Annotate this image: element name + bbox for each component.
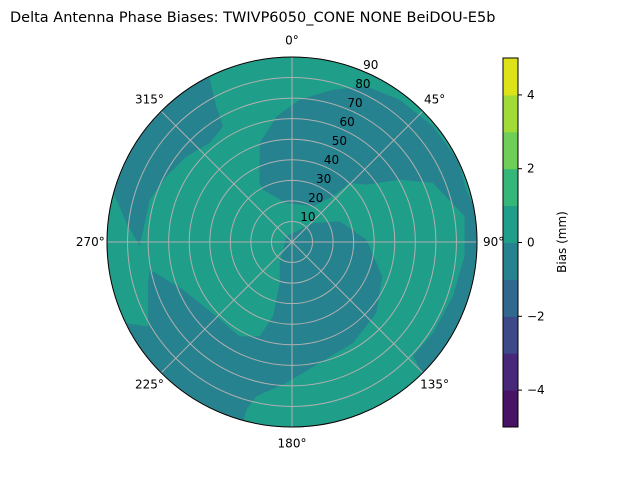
r-tick-label: 40 xyxy=(324,153,339,167)
colorbar-tick-label: 0 xyxy=(527,236,535,250)
angular-gridline xyxy=(160,110,293,243)
colorbar-tick-label: −2 xyxy=(527,309,545,323)
r-tick-label: 80 xyxy=(355,77,370,91)
colorbar: −4 −2 0 2 4 xyxy=(502,57,545,428)
colorbar-segment xyxy=(503,390,518,428)
chart-title: Delta Antenna Phase Biases: TWIVP6050_CO… xyxy=(10,10,495,26)
r-tick-label: 70 xyxy=(347,96,362,110)
r-tick-label: 10 xyxy=(300,210,315,224)
theta-tick-label: 135° xyxy=(420,378,449,392)
r-tick-label: 60 xyxy=(340,115,355,129)
theta-tick-label: 45° xyxy=(424,92,445,106)
r-tick-label: 50 xyxy=(332,134,347,148)
colorbar-label: Bias (mm) xyxy=(555,211,569,273)
colorbar-segment xyxy=(503,205,518,243)
colorbar-tick-label: 4 xyxy=(527,88,535,102)
theta-tick-label: 225° xyxy=(135,378,164,392)
colorbar-segment xyxy=(503,94,518,133)
r-tick-label: 30 xyxy=(316,172,331,186)
theta-tick-label: 0° xyxy=(285,33,299,47)
contour-region-0 xyxy=(259,86,477,382)
contour-region-1 xyxy=(113,221,383,427)
colorbar-segment xyxy=(503,242,518,280)
angular-gridline xyxy=(291,110,424,243)
theta-tick-label: 270° xyxy=(76,235,105,249)
colorbar-segment xyxy=(503,353,518,391)
colorbar-tick-label: −4 xyxy=(527,383,545,397)
polar-frame xyxy=(106,56,478,428)
colorbar-segment xyxy=(503,279,518,317)
theta-tick-label: 315° xyxy=(135,92,164,106)
r-tick-label: 90 xyxy=(363,58,378,72)
angular-gridline xyxy=(291,241,424,374)
colorbar-segment xyxy=(503,168,518,207)
theta-tick-label: 180° xyxy=(278,437,307,451)
polar-plot-area: 0° 45° 90° 135° 180° 225° 270° 315° 10 20 30 40 50 60… xyxy=(76,33,504,450)
colorbar-segment xyxy=(503,58,518,96)
theta-tick-label: 90° xyxy=(483,235,504,249)
colorbar-segment xyxy=(503,316,518,354)
colorbar-tick-label: 2 xyxy=(527,162,535,176)
contour-fill xyxy=(107,57,477,427)
colorbar-segment xyxy=(503,131,518,170)
angular-gridline xyxy=(160,241,293,374)
r-tick-label: 20 xyxy=(308,191,323,205)
